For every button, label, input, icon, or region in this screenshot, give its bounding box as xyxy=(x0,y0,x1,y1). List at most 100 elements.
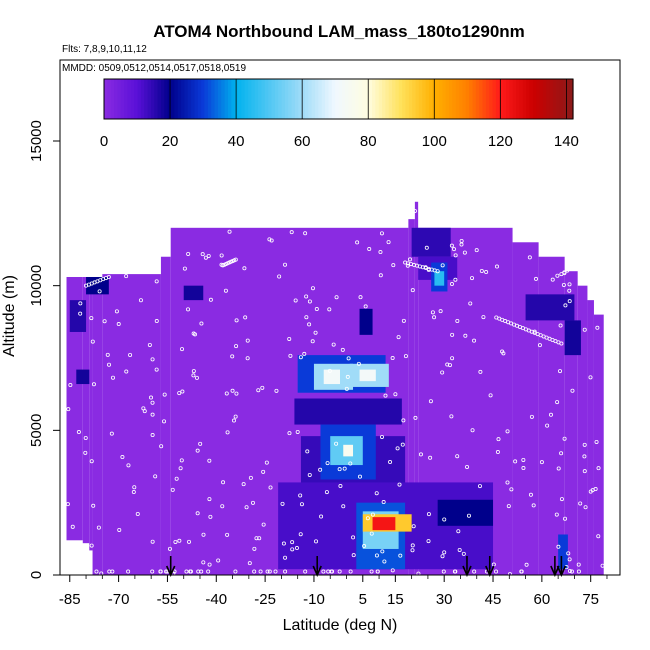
sample-point xyxy=(245,356,250,361)
sample-point xyxy=(321,569,326,574)
sample-point xyxy=(65,502,70,507)
sample-point xyxy=(230,388,235,393)
colorbar-segment xyxy=(315,79,319,119)
sample-point xyxy=(582,454,587,459)
colorbar-segment xyxy=(294,79,299,119)
track-point xyxy=(588,254,593,259)
colorbar-segment xyxy=(388,79,393,119)
sample-point xyxy=(68,383,73,388)
sample-point xyxy=(555,273,560,278)
colorbar-segment xyxy=(284,79,289,119)
colorbar-segment xyxy=(358,79,363,119)
sample-point xyxy=(578,501,583,506)
sample-point xyxy=(94,569,99,574)
colorbar-segment xyxy=(261,79,266,119)
colorbar-segment xyxy=(301,79,306,119)
colorbar-segment xyxy=(482,79,487,119)
colorbar-segment xyxy=(207,79,212,119)
colorbar-segment xyxy=(251,79,256,119)
sample-point xyxy=(379,231,384,236)
sample-point xyxy=(365,516,370,521)
sample-point xyxy=(243,315,248,320)
sample-point xyxy=(459,238,464,243)
sample-point xyxy=(477,484,482,489)
sample-point xyxy=(524,562,529,567)
sample-point xyxy=(158,569,163,574)
sample-point xyxy=(109,431,114,436)
colorbar-segment xyxy=(318,79,323,119)
sample-point xyxy=(438,309,443,314)
sample-point xyxy=(401,318,406,323)
colorbar-segment xyxy=(164,79,169,119)
colorbar-segment xyxy=(238,79,242,119)
colorbar-segment xyxy=(234,79,239,119)
sample-point xyxy=(378,250,383,255)
sample-point xyxy=(428,399,433,404)
colorbar-segment xyxy=(556,79,561,119)
colorbar-segment xyxy=(495,79,500,119)
colorbar-segment xyxy=(425,79,430,119)
sample-point xyxy=(66,407,71,412)
colorbar-segment xyxy=(445,79,450,119)
colorbar-segment xyxy=(472,79,477,119)
sample-point xyxy=(154,367,159,372)
sample-point xyxy=(396,335,401,340)
sample-point xyxy=(150,433,155,438)
sample-point xyxy=(232,418,237,423)
track-point xyxy=(220,263,225,268)
sample-point xyxy=(97,289,102,294)
sample-point xyxy=(374,491,379,496)
sample-point xyxy=(89,543,94,548)
sample-point xyxy=(287,431,292,436)
colorbar-segment xyxy=(566,79,571,119)
sample-point xyxy=(513,459,518,464)
colorbar-segment xyxy=(191,79,196,119)
colorbar-segment xyxy=(167,79,172,119)
sample-point xyxy=(567,569,572,574)
sample-point xyxy=(298,532,303,537)
sample-point xyxy=(135,512,140,517)
sample-point xyxy=(225,532,230,537)
sample-point xyxy=(277,274,282,279)
sample-point xyxy=(466,513,471,518)
sample-point xyxy=(344,386,349,391)
sample-point xyxy=(252,546,257,551)
sample-point xyxy=(412,208,417,213)
sample-point xyxy=(567,557,572,562)
track-point xyxy=(84,283,89,288)
sample-point xyxy=(126,569,131,574)
sample-point xyxy=(201,532,206,537)
sample-point xyxy=(290,547,295,552)
flight-track-layer xyxy=(65,208,605,575)
sample-point xyxy=(453,569,458,574)
colorbar-segment xyxy=(217,79,222,119)
sample-point xyxy=(245,338,250,343)
sample-point xyxy=(341,504,346,509)
colorbar-segment xyxy=(516,79,520,119)
sample-point xyxy=(150,412,155,417)
colorbar-segment xyxy=(402,79,407,119)
sample-point xyxy=(258,569,263,574)
colorbar-segment xyxy=(361,79,366,119)
x-tick-label: 60 xyxy=(534,591,551,608)
sample-point xyxy=(318,467,323,472)
sample-point xyxy=(234,344,239,349)
sample-point xyxy=(556,466,561,471)
colorbar-segment xyxy=(439,79,443,119)
sample-point xyxy=(303,569,308,574)
sample-point xyxy=(561,282,566,287)
sample-point xyxy=(307,299,312,304)
colorbar-segment xyxy=(372,79,376,119)
concentration-cell xyxy=(437,499,494,526)
sample-point xyxy=(234,318,239,323)
sample-point xyxy=(242,266,247,271)
sample-point xyxy=(449,282,454,287)
sample-point xyxy=(596,466,601,471)
sample-point xyxy=(403,354,408,359)
colorbar-segment xyxy=(536,79,541,119)
track-point xyxy=(435,269,440,274)
colorbar-tick-label: 80 xyxy=(360,133,377,150)
sample-point xyxy=(440,263,445,268)
sample-point xyxy=(153,474,158,479)
sample-point xyxy=(338,484,343,489)
